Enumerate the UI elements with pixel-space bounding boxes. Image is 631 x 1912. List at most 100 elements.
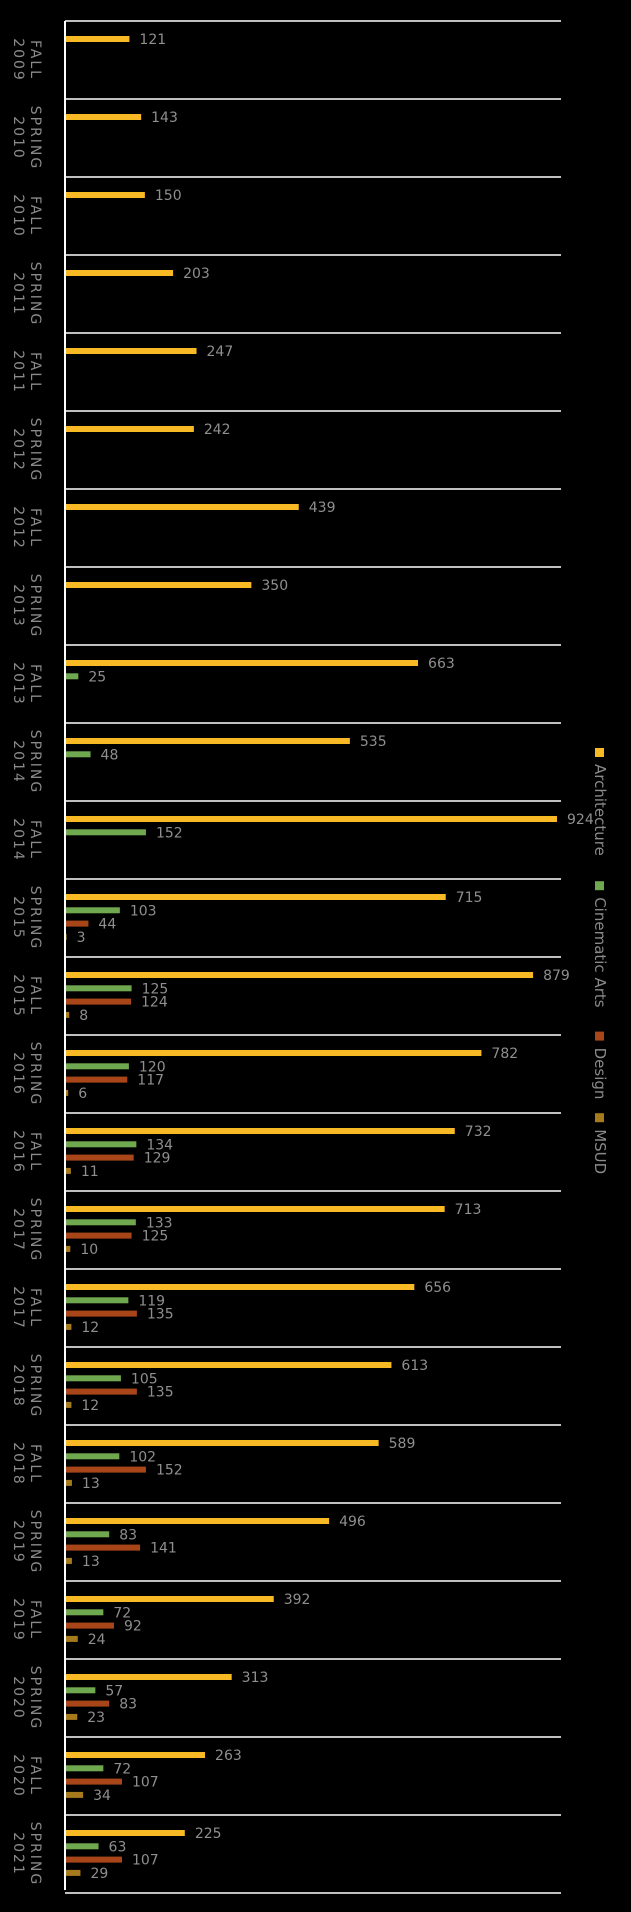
value-label: 117 (137, 1073, 164, 1089)
value-label: 613 (401, 1358, 428, 1374)
category-label: SPRING2020 (10, 1666, 43, 1731)
value-label: 124 (141, 995, 168, 1011)
bar-cinematic-arts (65, 1375, 121, 1382)
bar-msud (65, 1713, 78, 1720)
bar-cinematic-arts (65, 1765, 104, 1772)
bar-architecture (65, 426, 194, 432)
value-label: 313 (242, 1670, 269, 1686)
category-label: SPRING2012 (10, 418, 43, 483)
category-label: FALL2015 (10, 974, 43, 1018)
value-label: 12 (81, 1398, 99, 1414)
bar-msud (65, 1011, 70, 1018)
category-label: SPRING2013 (10, 574, 43, 639)
value-label: 8 (79, 1008, 88, 1024)
legend-swatch (595, 1113, 604, 1123)
value-label: 263 (215, 1748, 242, 1764)
category-label: SPRING2015 (10, 886, 43, 951)
bar-architecture (65, 894, 446, 900)
value-label: 72 (113, 1761, 131, 1777)
value-label: 732 (465, 1124, 492, 1140)
value-label: 150 (155, 188, 182, 204)
bar-architecture (65, 1284, 415, 1290)
bar-msud (65, 1557, 72, 1564)
value-label: 72 (113, 1605, 131, 1621)
bars-layer (65, 36, 558, 1876)
category-label: FALL2017 (10, 1286, 43, 1330)
category-label: SPRING2017 (10, 1198, 43, 1263)
value-label: 134 (146, 1137, 173, 1153)
value-label: 24 (88, 1632, 106, 1648)
separators-layer (65, 20, 561, 1894)
bar-msud (65, 1245, 71, 1252)
value-label: 924 (567, 812, 594, 828)
bar-architecture (65, 1752, 206, 1758)
category-label: FALL2020 (10, 1754, 43, 1798)
value-label: 92 (124, 1619, 142, 1635)
value-label: 107 (132, 1775, 159, 1791)
bar-cinematic-arts (65, 1609, 104, 1616)
value-label: 879 (543, 968, 570, 984)
bar-design (65, 998, 132, 1005)
bar-design (65, 1154, 134, 1161)
legend-label: Design (591, 1048, 609, 1100)
value-label: 392 (284, 1592, 311, 1608)
legend-item: MSUD (591, 1113, 609, 1174)
value-label: 63 (109, 1839, 127, 1855)
value-label: 589 (389, 1436, 416, 1452)
legend-item: Architecture (591, 748, 609, 856)
bar-cinematic-arts (65, 1297, 129, 1304)
category-label: FALL2014 (10, 818, 43, 862)
value-label: 57 (105, 1683, 123, 1699)
value-label: 34 (93, 1788, 111, 1804)
category-label: FALL2012 (10, 506, 43, 550)
bar-architecture (65, 270, 174, 276)
bar-cinematic-arts (65, 1141, 137, 1148)
bar-cinematic-arts (65, 829, 146, 836)
bar-architecture (65, 1830, 185, 1836)
bar-msud (65, 1089, 69, 1096)
value-label: 242 (204, 422, 231, 438)
value-label: 107 (132, 1853, 159, 1869)
value-label: 48 (101, 747, 119, 763)
value-label: 713 (455, 1202, 482, 1218)
bar-architecture (65, 114, 142, 120)
category-label: SPRING2016 (10, 1042, 43, 1107)
bar-architecture (65, 1206, 445, 1212)
bar-cinematic-arts (65, 1219, 136, 1226)
bar-cinematic-arts (65, 1453, 120, 1460)
bar-cinematic-arts (65, 907, 120, 914)
bar-architecture (65, 660, 419, 666)
bar-msud (65, 1167, 71, 1174)
value-label: 496 (339, 1514, 366, 1530)
category-label: FALL2010 (10, 194, 43, 238)
category-label: FALL2011 (10, 350, 43, 394)
bar-architecture (65, 348, 197, 354)
value-label: 121 (139, 32, 166, 48)
value-label: 135 (147, 1385, 174, 1401)
value-label: 25 (88, 669, 106, 685)
bar-design (65, 1388, 137, 1395)
category-labels-layer: FALL2009 SPRING2010 FALL2010 SPRING2011 FALL… (10, 38, 43, 1886)
value-label: 119 (138, 1293, 165, 1309)
bar-design (65, 1076, 128, 1083)
value-label: 23 (87, 1710, 105, 1726)
bar-design (65, 1544, 141, 1551)
legend-label: Architecture (591, 764, 609, 856)
value-label: 83 (119, 1527, 137, 1543)
bar-cinematic-arts (65, 1063, 129, 1070)
value-label: 135 (147, 1307, 174, 1323)
bar-design (65, 1466, 146, 1473)
bar-architecture (65, 1518, 330, 1524)
legend-swatch (595, 1031, 604, 1041)
value-label: 439 (309, 500, 336, 516)
value-label: 83 (119, 1697, 137, 1713)
category-label: FALL2016 (10, 1130, 43, 1174)
bar-design (65, 1232, 132, 1239)
bar-design (65, 920, 89, 927)
bar-msud (65, 1323, 72, 1330)
value-label: 11 (81, 1164, 99, 1180)
value-label: 29 (90, 1866, 108, 1882)
value-label: 10 (80, 1242, 98, 1258)
value-labels-layer: 1211431502032472424393506632553548924152… (77, 32, 594, 1882)
value-label: 44 (98, 917, 116, 933)
